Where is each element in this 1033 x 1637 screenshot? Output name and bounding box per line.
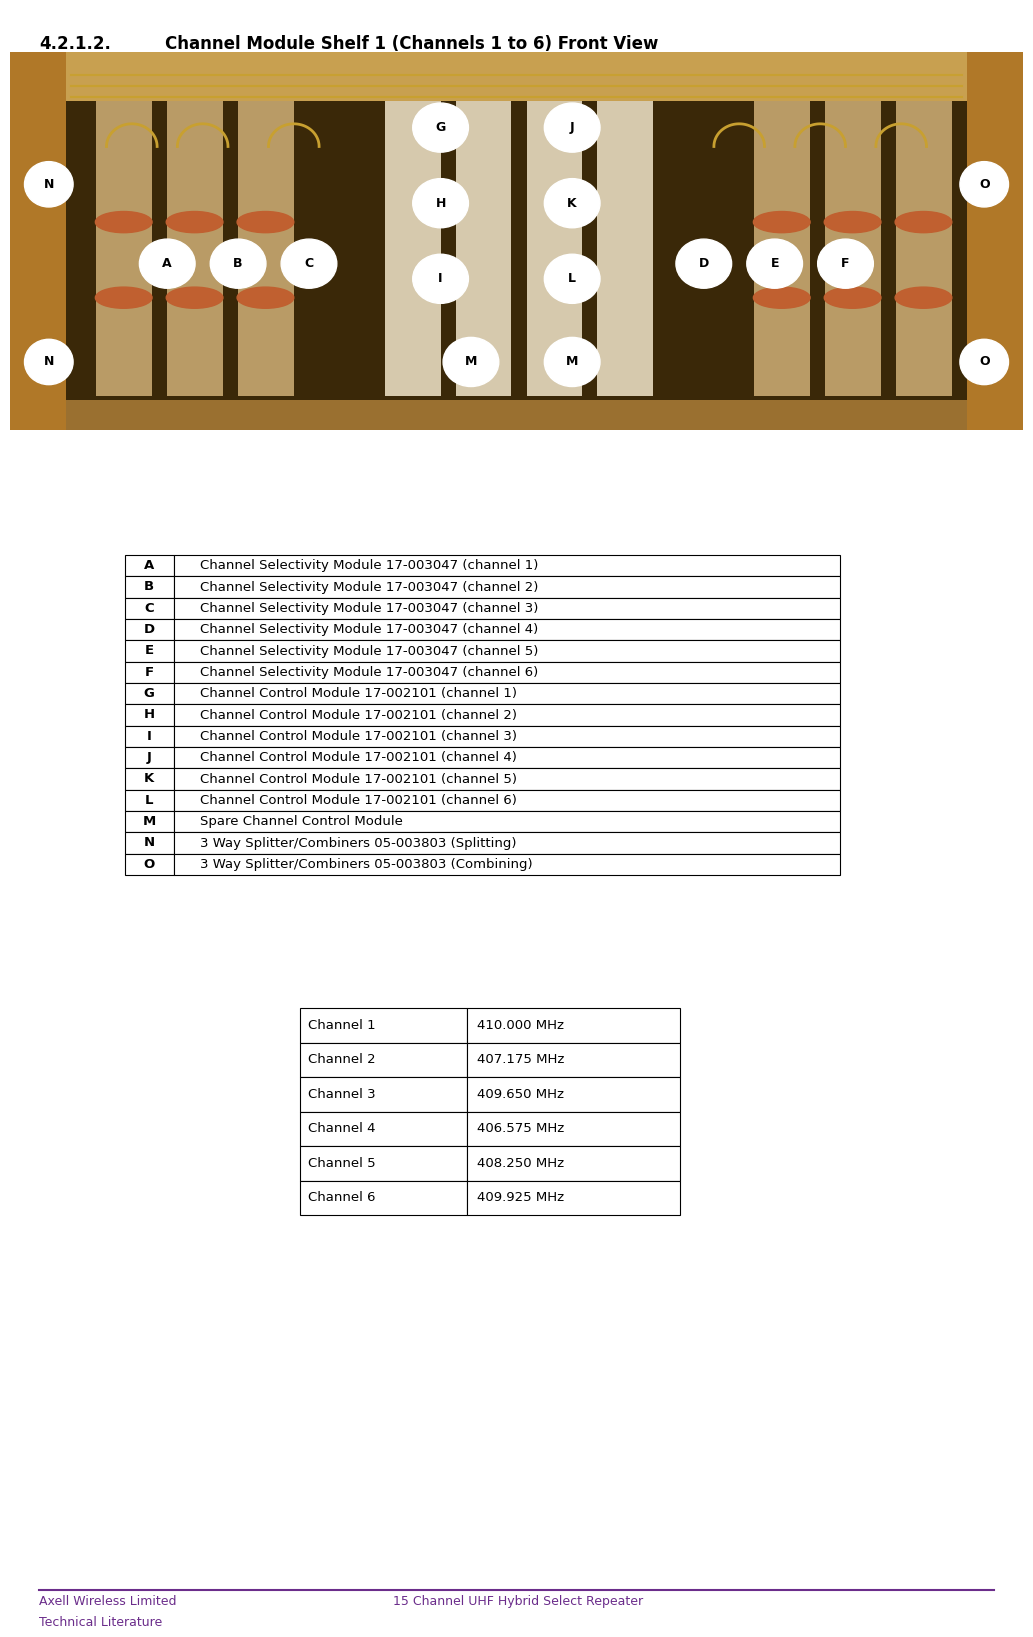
Text: Axell Wireless Limited: Axell Wireless Limited (39, 1594, 177, 1608)
Bar (597, 101, 653, 396)
Text: B: B (233, 257, 243, 270)
Ellipse shape (960, 339, 1008, 385)
Text: E: E (771, 257, 779, 270)
Circle shape (896, 211, 951, 232)
Bar (825, 101, 881, 396)
Bar (66, 52, 967, 101)
Text: J: J (570, 121, 574, 134)
Circle shape (95, 211, 152, 232)
Ellipse shape (443, 337, 499, 386)
Text: Technical Literature: Technical Literature (39, 1616, 162, 1629)
Text: L: L (568, 272, 576, 285)
Ellipse shape (413, 178, 468, 228)
Circle shape (824, 211, 881, 232)
Ellipse shape (25, 339, 73, 385)
Text: C: C (305, 257, 314, 270)
Circle shape (166, 211, 223, 232)
Bar (896, 101, 951, 396)
Ellipse shape (818, 239, 873, 288)
Text: N: N (43, 178, 54, 192)
Text: H: H (435, 196, 446, 210)
Ellipse shape (25, 162, 73, 206)
Ellipse shape (139, 239, 195, 288)
Bar (238, 101, 293, 396)
Text: A: A (162, 257, 173, 270)
Ellipse shape (544, 254, 600, 303)
Ellipse shape (676, 239, 731, 288)
Ellipse shape (544, 103, 600, 152)
Text: Channel Module Shelf 1 (Channels 1 to 6) Front View: Channel Module Shelf 1 (Channels 1 to 6)… (165, 34, 659, 52)
Ellipse shape (281, 239, 337, 288)
Bar (754, 101, 810, 396)
Ellipse shape (413, 254, 468, 303)
Bar (967, 52, 1023, 431)
Circle shape (753, 286, 810, 308)
Text: F: F (841, 257, 850, 270)
Bar (527, 101, 583, 396)
Ellipse shape (960, 162, 1008, 206)
Bar (96, 101, 152, 396)
Text: G: G (436, 121, 445, 134)
Circle shape (753, 211, 810, 232)
Ellipse shape (747, 239, 803, 288)
Ellipse shape (544, 178, 600, 228)
Bar (66, 399, 967, 431)
Text: K: K (567, 196, 577, 210)
Text: 4.2.1.2.: 4.2.1.2. (39, 34, 112, 52)
Text: I: I (438, 272, 443, 285)
Ellipse shape (413, 103, 468, 152)
Text: 15 Channel UHF Hybrid Select Repeater: 15 Channel UHF Hybrid Select Repeater (393, 1594, 643, 1608)
Circle shape (238, 286, 293, 308)
Text: M: M (566, 355, 578, 368)
Bar (385, 101, 440, 396)
Bar (66, 101, 967, 399)
Text: O: O (979, 178, 990, 192)
Circle shape (238, 211, 293, 232)
Bar (10, 52, 66, 431)
Circle shape (824, 286, 881, 308)
Text: N: N (43, 355, 54, 368)
Text: M: M (465, 355, 477, 368)
Text: O: O (979, 355, 990, 368)
Circle shape (95, 286, 152, 308)
Ellipse shape (211, 239, 265, 288)
Text: D: D (698, 257, 709, 270)
Bar (167, 101, 223, 396)
Ellipse shape (544, 337, 600, 386)
Circle shape (166, 286, 223, 308)
Circle shape (896, 286, 951, 308)
Bar (456, 101, 511, 396)
